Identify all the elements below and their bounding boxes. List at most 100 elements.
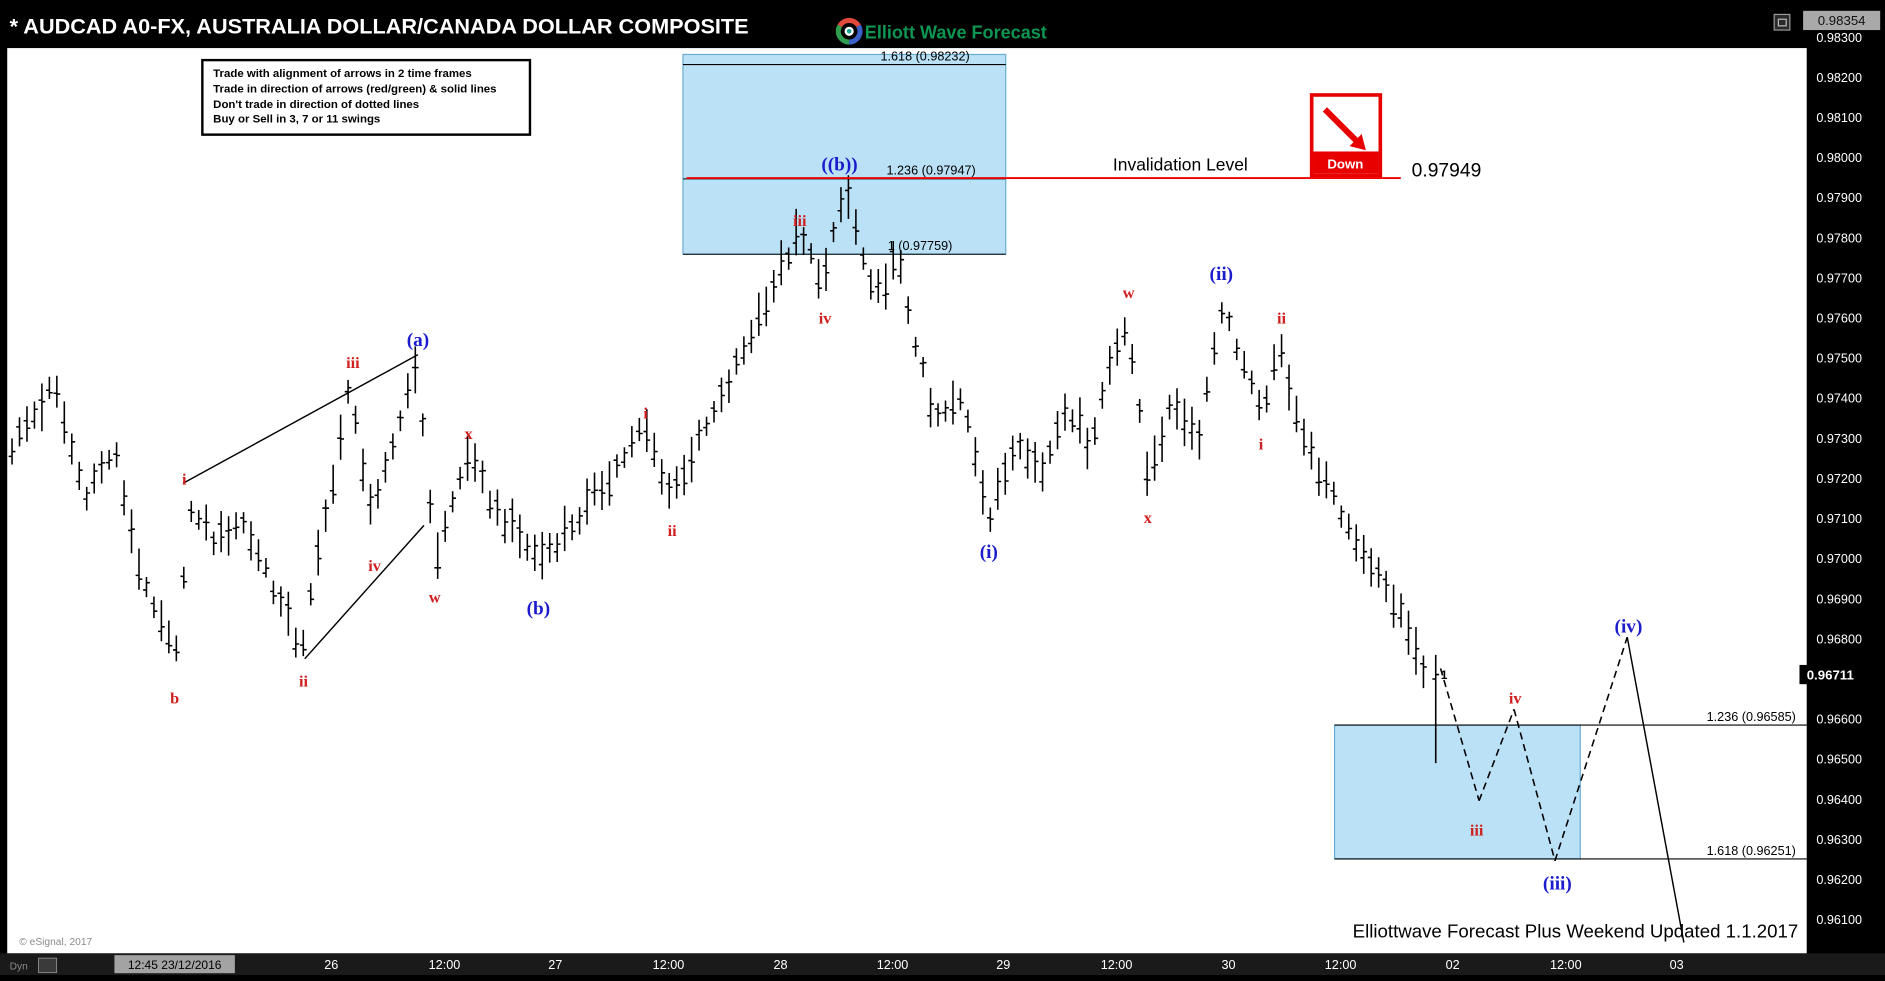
wave-label: i bbox=[1259, 436, 1264, 454]
fib-target-box bbox=[682, 53, 1007, 255]
y-axis-label: 0.98300 bbox=[1816, 31, 1862, 45]
wave-label: iv bbox=[819, 309, 833, 327]
wave-label: w bbox=[429, 588, 441, 606]
y-axis-label: 0.96600 bbox=[1816, 713, 1862, 727]
wave-label: (iii) bbox=[1543, 874, 1572, 895]
wave-label: iv bbox=[368, 557, 382, 575]
y-axis-label: 0.96800 bbox=[1816, 632, 1862, 646]
fib-target-box bbox=[1333, 724, 1581, 860]
y-axis-label: 0.97700 bbox=[1816, 272, 1862, 286]
y-axis-label: 0.96300 bbox=[1816, 833, 1862, 847]
x-axis-label: 28 bbox=[773, 958, 787, 972]
wave-label: i bbox=[182, 471, 187, 489]
session-price-box bbox=[1803, 10, 1881, 31]
x-axis-label: 26 bbox=[324, 958, 338, 972]
wave-label: ii bbox=[668, 522, 678, 540]
y-axis-label: 0.96400 bbox=[1816, 793, 1862, 807]
wave-lines-layer bbox=[182, 177, 1685, 943]
wave-label: iv bbox=[1509, 689, 1523, 707]
wave-label: (a) bbox=[407, 330, 429, 351]
trend-line bbox=[304, 524, 425, 660]
y-axis-label: 0.97000 bbox=[1816, 552, 1862, 566]
trend-line bbox=[1626, 637, 1685, 943]
trend-line bbox=[182, 354, 419, 484]
fib-boxes-layer bbox=[682, 53, 1581, 860]
fib-level-label: 1.618 (0.98232) bbox=[880, 49, 969, 63]
rules-line: Trade with alignment of arrows in 2 time… bbox=[213, 68, 472, 80]
y-axis-label: 0.97200 bbox=[1816, 472, 1862, 486]
y-axis-label: 0.98000 bbox=[1816, 151, 1862, 165]
y-axis-label: 0.96900 bbox=[1816, 592, 1862, 606]
wave-label: iii bbox=[1470, 822, 1484, 840]
x-axis-label: 02 bbox=[1446, 958, 1460, 972]
y-axis-label: 0.97800 bbox=[1816, 231, 1862, 245]
wave-label: x bbox=[1144, 509, 1153, 527]
rules-box: Trade with alignment of arrows in 2 time… bbox=[201, 58, 532, 136]
window-button-icon[interactable] bbox=[1773, 13, 1791, 31]
wave-labels-layer: (a)(b)((b))(i)(ii)(iii)(iv)biiiiiiivwxii… bbox=[170, 155, 1642, 895]
y-axis-label: 0.98200 bbox=[1816, 71, 1862, 85]
wave-label: i bbox=[643, 404, 648, 422]
page-title: * AUDCAD A0-FX, AUSTRALIA DOLLAR/CANADA … bbox=[10, 14, 749, 39]
projection-dashed-line bbox=[1513, 709, 1556, 861]
brand-logo-icon bbox=[835, 17, 863, 45]
down-arrow-icon bbox=[1322, 107, 1366, 151]
ohlc-bars bbox=[8, 175, 1440, 764]
fib-level-label: 1 (0.97759) bbox=[888, 239, 953, 253]
session-price-value: 0.98354 bbox=[1818, 13, 1866, 28]
y-axis-label: 0.97400 bbox=[1816, 392, 1862, 406]
y-axis-label: 0.96200 bbox=[1816, 873, 1862, 887]
wave-label: iii bbox=[793, 212, 807, 230]
y-axis-label: 0.97100 bbox=[1816, 512, 1862, 526]
projection-dashed-line bbox=[1439, 668, 1480, 801]
wave-label: ii bbox=[299, 672, 309, 690]
brand-logo-text: Elliott Wave Forecast bbox=[865, 22, 1047, 42]
wave-label: ((b)) bbox=[821, 155, 857, 176]
x-axis-label: 30 bbox=[1222, 958, 1236, 972]
wave-label: (b) bbox=[527, 598, 551, 619]
rules-line: Don't trade in direction of dotted lines bbox=[213, 99, 419, 111]
projection-dashed-line bbox=[1478, 709, 1515, 801]
y-axis-label: 0.98100 bbox=[1816, 111, 1862, 125]
wave-label: x bbox=[464, 425, 473, 443]
wave-label: (iv) bbox=[1615, 616, 1643, 637]
y-axis-label: 0.97300 bbox=[1816, 432, 1862, 446]
wave-label: w bbox=[1123, 284, 1135, 302]
down-signal-box: Down bbox=[1309, 93, 1383, 178]
down-label: Down bbox=[1327, 156, 1363, 171]
fib-level-label: 1.236 (0.96585) bbox=[1707, 710, 1796, 724]
x-axis-label: 03 bbox=[1670, 958, 1684, 972]
y-axis-label: 0.97500 bbox=[1816, 352, 1862, 366]
esignal-copyright: © eSignal, 2017 bbox=[19, 937, 92, 948]
x-axis-label: 27 bbox=[548, 958, 562, 972]
x-axis-label: 12:00 bbox=[1550, 958, 1582, 972]
x-axis-label: 29 bbox=[996, 958, 1010, 972]
fib-level-label: 1.236 (0.97947) bbox=[886, 164, 975, 178]
wave-label: ii bbox=[1277, 309, 1287, 327]
wave-label: (ii) bbox=[1210, 264, 1234, 285]
time-axis-bar bbox=[0, 953, 1885, 975]
rules-line: Trade in direction of arrows (red/green)… bbox=[213, 84, 496, 96]
fib-level-label: 1.618 (0.96251) bbox=[1707, 844, 1796, 858]
x-axis-label: 12:00 bbox=[1325, 958, 1357, 972]
footer-note: Elliottwave Forecast Plus Weekend Update… bbox=[1353, 921, 1799, 942]
dyn-icon bbox=[38, 957, 58, 974]
invalidation-label: Invalidation Level bbox=[1113, 155, 1248, 175]
status-date: 12:45 23/12/2016 bbox=[128, 958, 222, 972]
time-axis: 26 12:00 27 12:00 28 12:00 29 12:00 30 12:00 02 12:… bbox=[324, 958, 1683, 972]
rules-line: Buy or Sell in 3, 7 or 11 swings bbox=[213, 114, 380, 126]
wave-label: iii bbox=[346, 354, 360, 372]
x-axis-label: 12:00 bbox=[653, 958, 685, 972]
projection-dashed-line bbox=[1554, 636, 1628, 862]
y-axis-label: 0.97900 bbox=[1816, 191, 1862, 205]
invalidation-price: 0.97949 bbox=[1412, 161, 1482, 182]
x-axis-label: 12:00 bbox=[429, 958, 461, 972]
current-price-tag bbox=[1799, 664, 1884, 685]
status-date-box[interactable] bbox=[114, 955, 235, 974]
wave-label: 1 bbox=[1441, 668, 1448, 682]
x-axis-label: 12:00 bbox=[1101, 958, 1133, 972]
price-bars-layer bbox=[8, 175, 1440, 764]
wave-label: (i) bbox=[980, 542, 998, 563]
x-axis-label: 12:00 bbox=[877, 958, 909, 972]
